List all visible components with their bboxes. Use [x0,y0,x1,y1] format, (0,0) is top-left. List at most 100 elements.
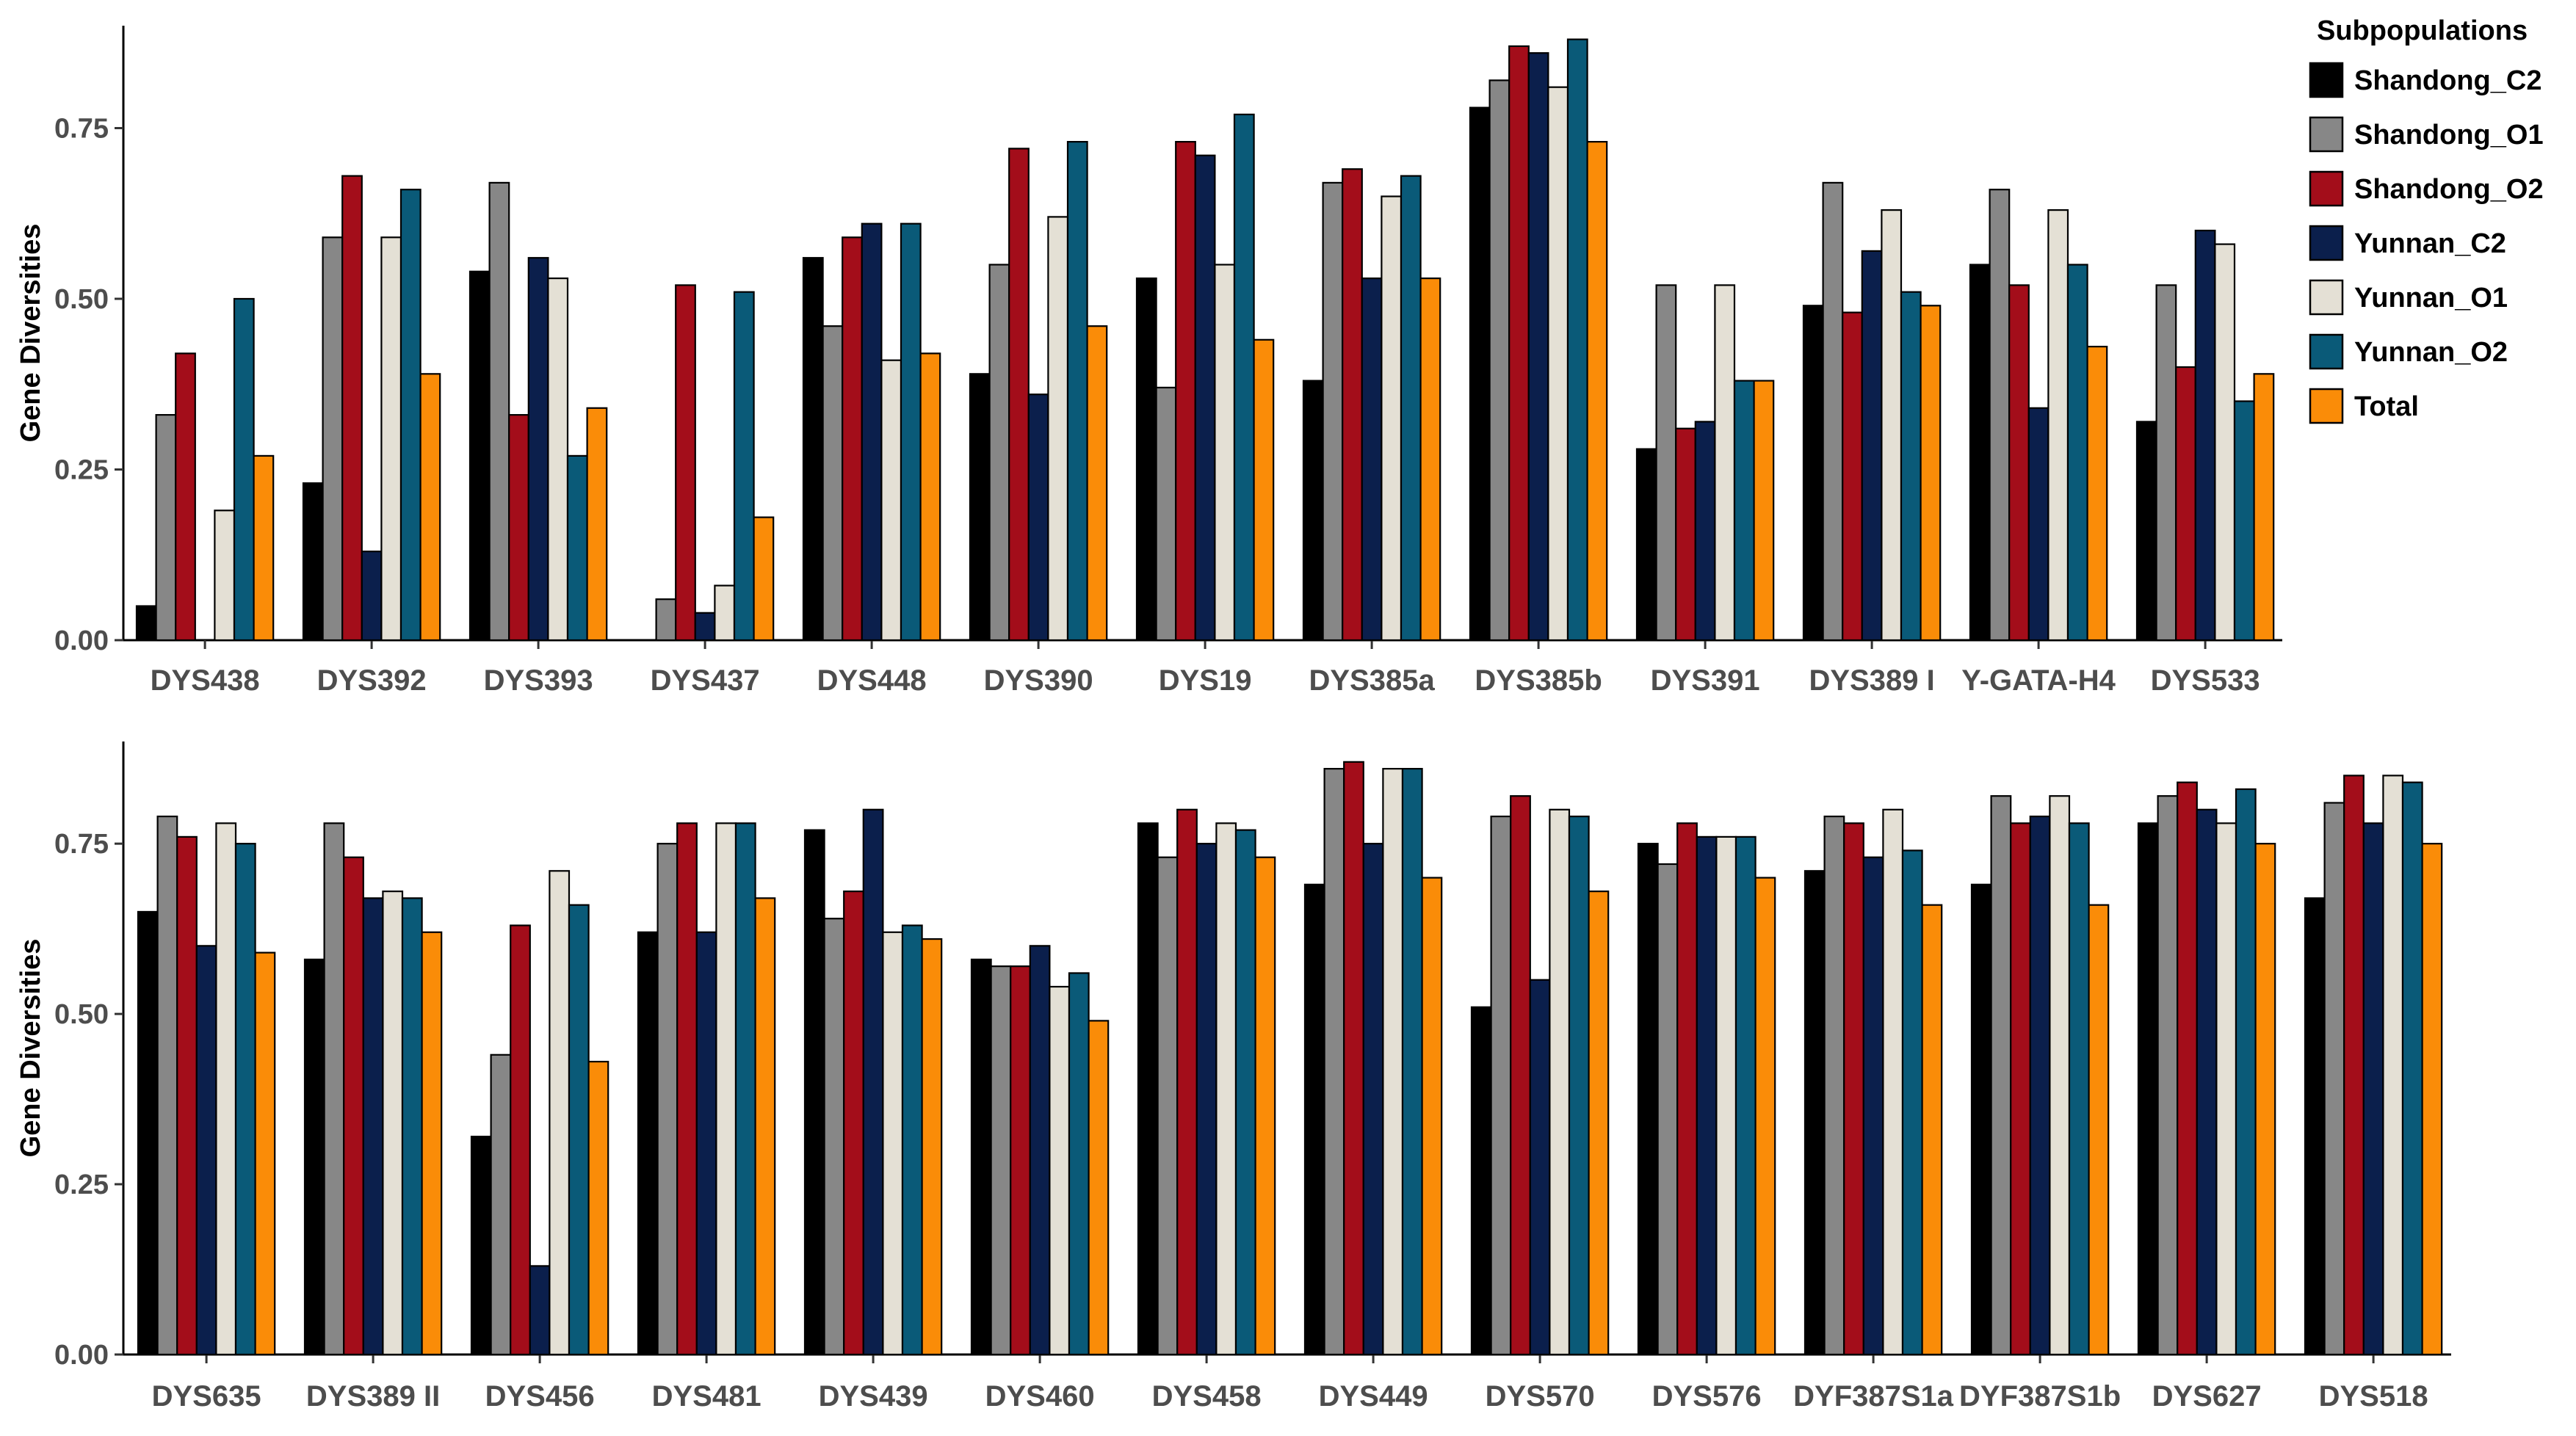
bar-dys385a-yunnan-c2 [1361,278,1383,642]
bar-dys635-shandong-c2 [137,910,159,1356]
bar-dys635-yunnan-c2 [195,945,217,1356]
x-tick-label-dys458: DYS458 [1152,1380,1262,1413]
bar-dys438-shandong-o2 [175,352,196,642]
bar-dys533-yunnan-o2 [2233,400,2255,642]
bar-dys456-shandong-o2 [510,924,531,1356]
bar-dys533-total [2253,373,2275,642]
bar-dys389-ii-yunnan-c2 [362,897,384,1356]
bar-dys448-shandong-c2 [802,257,824,642]
bar-dys570-yunnan-o2 [1568,815,1590,1356]
bar-dys448-yunnan-o2 [900,222,922,642]
x-tick-label-dys437: DYS437 [651,664,760,697]
y-tick-label: 0.00 [54,1340,109,1371]
x-tick-label-dys392: DYS392 [317,664,427,697]
legend-swatch-shandong-c2 [2309,62,2344,98]
x-tick-label-dys391: DYS391 [1651,664,1760,697]
bar-dys385a-yunnan-o1 [1381,195,1403,642]
x-tick-label-dys389-i: DYS389 I [1809,664,1934,697]
bar-dys392-yunnan-c2 [361,550,383,642]
bar-dys576-shandong-o2 [1676,822,1698,1356]
bar-dyf387s1b-shandong-c2 [1970,883,1992,1356]
bar-dys438-total [253,454,275,642]
bar-dys627-shandong-c2 [2137,822,2159,1356]
bar-dys576-yunnan-c2 [1696,835,1718,1356]
bar-dys19-shandong-o2 [1175,141,1196,642]
bar-dys437-yunnan-o2 [733,291,755,642]
bar-dys392-shandong-c2 [302,482,324,642]
legend-swatch-total [2309,388,2344,424]
bar-dys449-yunnan-o2 [1401,768,1423,1356]
bar-dys19-total [1253,338,1275,642]
bar-dys456-yunnan-c2 [529,1265,551,1356]
bar-dys576-yunnan-o1 [1715,835,1737,1356]
bar-dys390-shandong-o2 [1008,148,1030,642]
x-tick-label-dys518: DYS518 [2319,1380,2428,1413]
bar-dys391-total [1753,380,1775,642]
bar-dys393-yunnan-c2 [527,257,549,642]
bar-dys458-yunnan-o1 [1215,822,1237,1356]
bar-dys533-yunnan-c2 [2194,229,2216,642]
bar-dys391-shandong-c2 [1635,448,1657,642]
bar-dyf387s1b-yunnan-o1 [2049,795,2071,1356]
bar-dys393-total [586,407,608,642]
y-tick-label: 0.50 [54,999,109,1030]
bar-dys448-shandong-o2 [842,236,863,642]
x-tick-label-y-gata-h4: Y-GATA-H4 [1961,664,2116,697]
bar-dys570-shandong-c2 [1470,1006,1492,1356]
bar-dys448-total [919,352,941,642]
bar-dys391-shandong-o1 [1655,284,1677,642]
bar-dys389-ii-total [421,931,443,1356]
bar-dys439-shandong-o1 [823,918,845,1356]
bar-dys449-total [1421,877,1443,1356]
bar-dys439-shandong-o2 [843,891,864,1356]
x-tick-label-dys19: DYS19 [1159,664,1252,697]
bar-dys438-yunnan-o2 [233,297,255,642]
x-tick-label-dyf387s1a: DYF387S1a [1793,1380,1954,1413]
x-tick-label-dys448: DYS448 [817,664,927,697]
bar-dys389-i-shandong-c2 [1802,305,1824,642]
bar-dys460-yunnan-c2 [1029,945,1051,1356]
bar-dys449-shandong-o2 [1343,761,1364,1356]
x-tick-label-dys635: DYS635 [152,1380,261,1413]
bar-dyf387s1b-total [2088,904,2110,1356]
bar-dys635-yunnan-o1 [215,822,237,1356]
bar-dys19-yunnan-c2 [1194,154,1216,642]
bar-dys458-shandong-c2 [1137,822,1159,1356]
y-axis-title: Gene Diversities [15,939,46,1158]
x-tick-label-dys570: DYS570 [1486,1380,1595,1413]
bar-dyf387s1a-yunnan-c2 [1862,856,1884,1356]
bar-dys449-yunnan-o1 [1382,768,1404,1356]
bar-dys385b-shandong-o1 [1488,79,1510,642]
bar-dys385b-yunnan-c2 [1527,52,1549,642]
bar-dys533-shandong-o2 [2175,366,2196,642]
bar-dys389-i-total [1920,305,1942,642]
bar-dys448-yunnan-c2 [861,222,883,642]
bar-dys481-yunnan-o1 [715,822,737,1356]
legend-swatch-yunnan-o1 [2309,279,2344,316]
bar-dys389-i-yunnan-o2 [1900,291,1922,642]
bar-dys460-shandong-o1 [990,965,1012,1356]
bar-dys449-shandong-o1 [1323,768,1345,1356]
bar-dys439-total [921,938,943,1356]
bar-dys438-shandong-c2 [135,605,157,642]
bar-dys385a-yunnan-o2 [1400,175,1422,642]
bar-dys456-shandong-o1 [490,1054,512,1356]
bar-dys390-yunnan-o1 [1047,216,1069,642]
bar-dys570-shandong-o2 [1510,795,1531,1356]
bar-dys385a-shandong-c2 [1302,380,1324,642]
bar-dys456-shandong-c2 [470,1136,492,1356]
y-tick-label: 0.25 [54,455,109,486]
bar-dys456-total [587,1060,609,1356]
bar-dys456-yunnan-o1 [549,870,571,1356]
bar-dys389-i-shandong-o1 [1822,181,1844,642]
x-tick-label-dys460: DYS460 [985,1380,1095,1413]
x-tick-label-dys576: DYS576 [1652,1380,1762,1413]
y-tick-label: 0.75 [54,114,109,145]
bar-dys518-yunnan-o1 [2382,775,2404,1356]
x-tick-label-dys627: DYS627 [2152,1380,2262,1413]
bar-dyf387s1b-shandong-o1 [1990,795,2012,1356]
legend-label-yunnan-o2: Yunnan_O2 [2354,337,2508,368]
bar-dys390-shandong-o1 [988,264,1010,642]
bar-dys385b-yunnan-o1 [1547,86,1569,642]
bar-dys393-yunnan-o1 [547,278,569,642]
